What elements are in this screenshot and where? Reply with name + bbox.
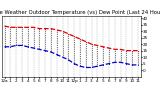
Title: Milwaukee Weather Outdoor Temperature (vs) Dew Point (Last 24 Hours): Milwaukee Weather Outdoor Temperature (v…: [0, 10, 160, 15]
